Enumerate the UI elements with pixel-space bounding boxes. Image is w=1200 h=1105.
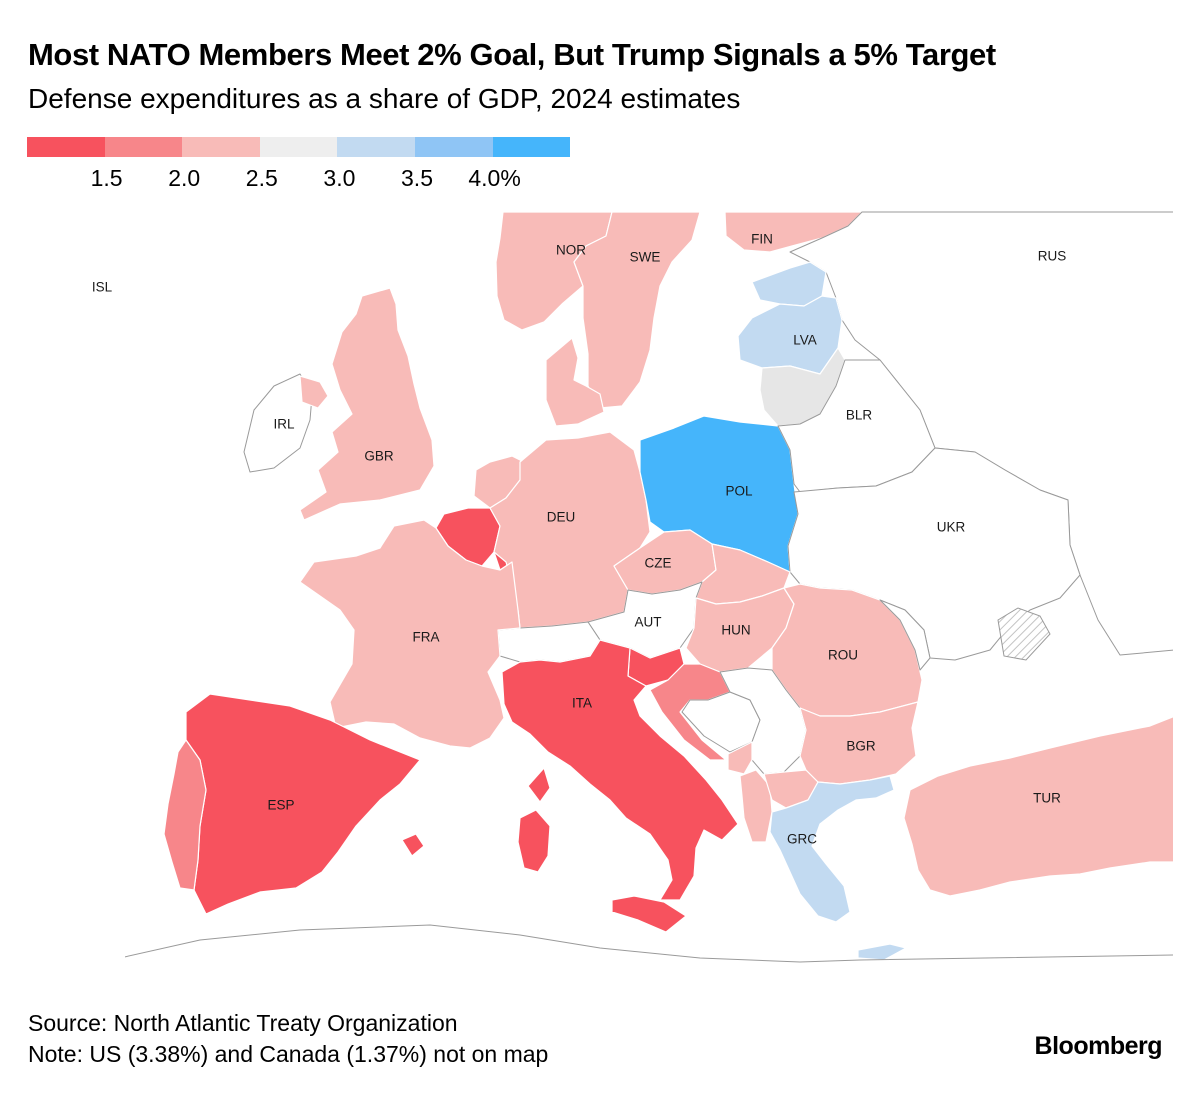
legend-tick-label: 1.5 [90,165,123,191]
legend-swatch [259,137,338,157]
bloomberg-logo: Bloomberg [1034,1032,1163,1060]
country-label-hun: HUN [721,623,750,638]
chart-title: Most NATO Members Meet 2% Goal, But Trum… [28,37,996,72]
country-label-rou: ROU [828,648,858,663]
country-grc [769,775,907,961]
country-label-grc: GRC [787,832,817,847]
europe-map: ISL NOR SWE FIN RUS LVA IRL GBR DEU POL BLR UKR CZE A… [92,211,1173,985]
country-label-irl: IRL [273,417,295,432]
country-mne [727,741,753,775]
country-blr [777,359,936,493]
country-isl [125,239,164,313]
country-label-swe: SWE [630,250,661,265]
country-label-nor: NOR [556,243,586,258]
country-label-isl: ISL [92,280,113,295]
legend-swatch [27,137,105,157]
country-label-fin: FIN [751,232,773,247]
legend-swatch [492,137,571,157]
legend-swatch [337,137,415,157]
country-label-bgr: BGR [846,739,876,754]
country-tur [903,716,1173,897]
source-note: Source: North Atlantic Treaty Organizati… [28,1010,458,1036]
country-label-pol: POL [725,484,753,499]
country-ita [501,639,739,933]
country-label-blr: BLR [846,408,873,423]
country-label-deu: DEU [547,510,576,525]
country-label-cze: CZE [645,556,672,571]
legend-swatch [182,137,260,157]
color-legend: 1.5 2.0 2.5 3.0 3.5 4.0% [0,0,600,200]
country-esp [185,693,425,915]
country-label-ukr: UKR [937,520,966,535]
country-lva [737,295,843,375]
legend-tick-label: 4.0% [468,165,521,191]
country-fra [299,519,521,749]
country-label-rus: RUS [1038,249,1067,264]
country-dnk [545,337,605,427]
country-label-aut: AUT [635,615,662,630]
country-label-ita: ITA [572,696,592,711]
country-prt [163,739,207,891]
legend-swatch [104,137,183,157]
legend-tick-label: 2.0 [168,165,201,191]
country-label-lva: LVA [793,333,817,348]
country-label-tur: TUR [1033,791,1061,806]
legend-tick-label: 3.5 [401,165,433,191]
country-label-fra: FRA [413,630,440,645]
country-alb [739,769,773,843]
footnote: Note: US (3.38%) and Canada (1.37%) not … [28,1041,549,1067]
occupied-territory-hatch [997,607,1051,661]
country-label-esp: ESP [267,798,294,813]
country-gbr [299,287,435,521]
legend-tick-label: 2.5 [245,165,278,191]
country-irl [243,373,313,473]
legend-tick-label: 3.0 [323,165,356,191]
country-afr [125,924,1173,985]
country-bgr [799,701,919,785]
country-label-gbr: GBR [364,449,394,464]
country-swe [573,211,701,409]
chart-subtitle: Defense expenditures as a share of GDP, … [28,83,741,114]
country-mda [879,599,931,671]
legend-swatch [415,137,493,157]
